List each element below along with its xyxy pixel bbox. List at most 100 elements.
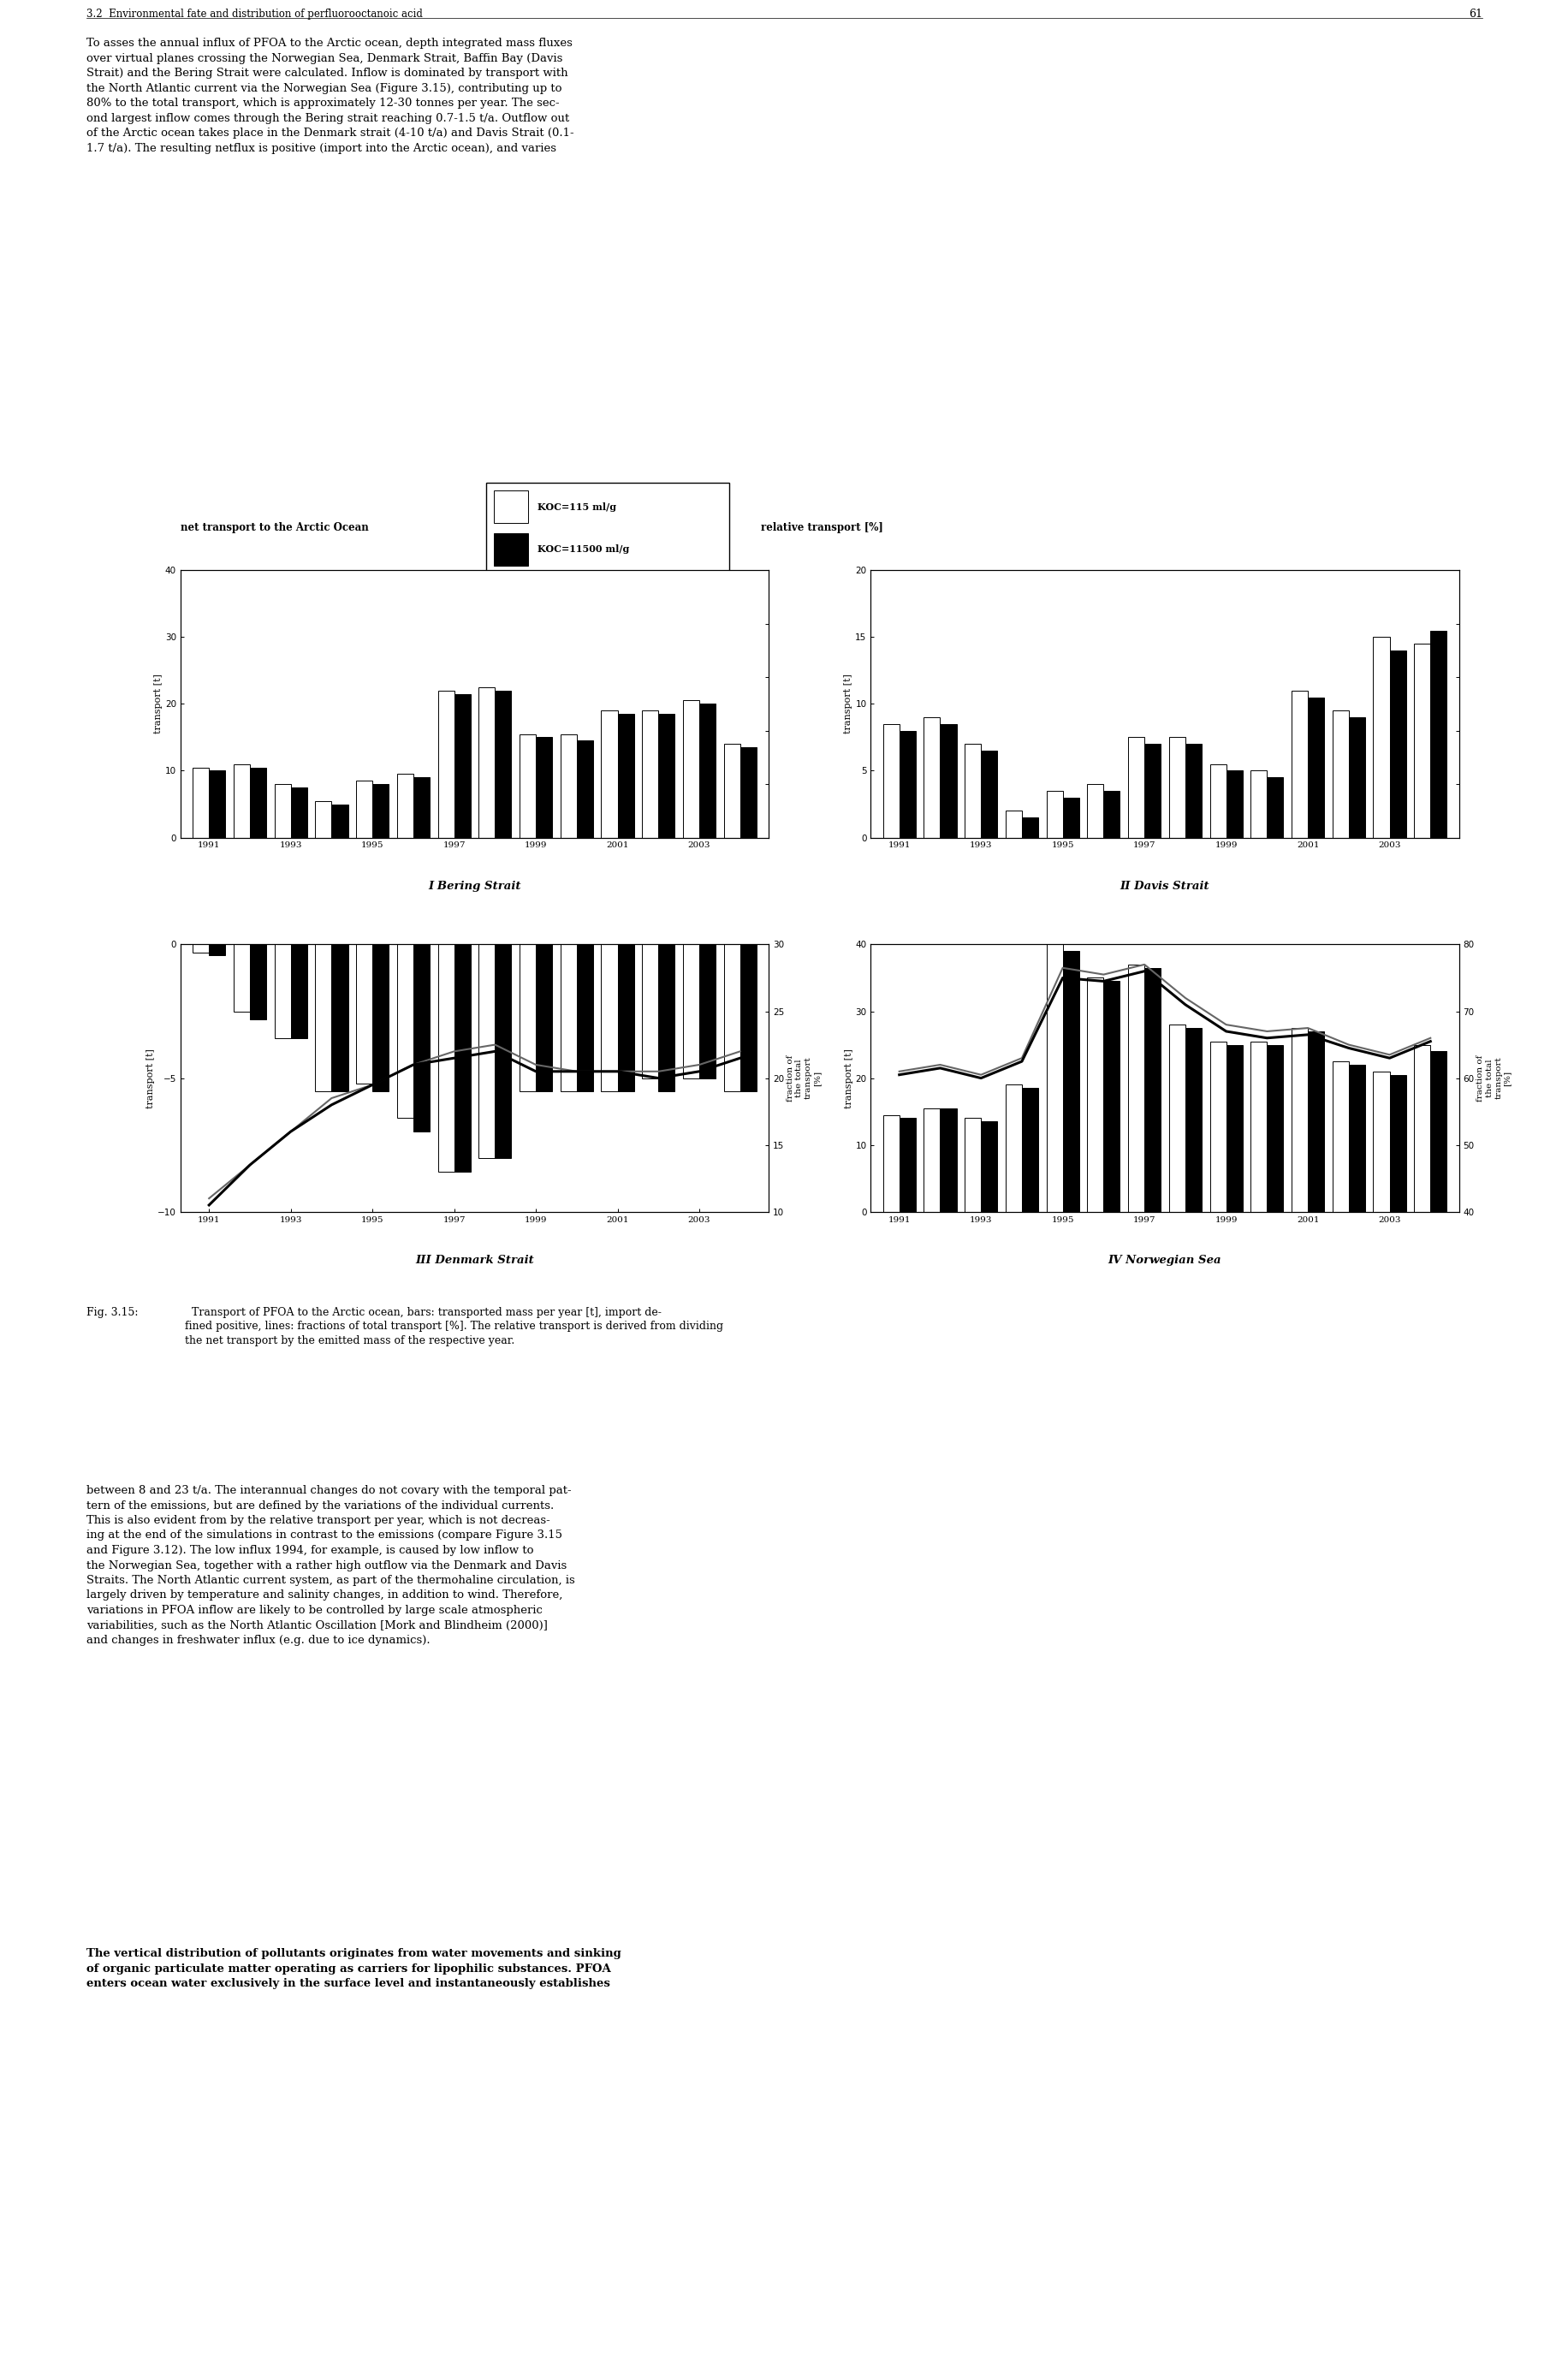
Bar xyxy=(964,744,980,836)
Bar xyxy=(577,943,593,1091)
Bar xyxy=(1290,691,1308,836)
Bar xyxy=(453,694,470,836)
Bar xyxy=(964,1119,980,1212)
Text: To asses the annual influx of PFOA to the Arctic ocean, depth integrated mass fl: To asses the annual influx of PFOA to th… xyxy=(86,38,574,154)
Bar xyxy=(234,943,249,1012)
Text: 61: 61 xyxy=(1468,10,1482,19)
Bar xyxy=(397,775,412,836)
Bar xyxy=(1372,637,1389,836)
Bar xyxy=(939,1107,956,1212)
Y-axis label: transport [t]: transport [t] xyxy=(146,1048,155,1107)
Bar xyxy=(1209,765,1226,836)
Bar xyxy=(274,784,290,836)
Bar xyxy=(372,784,389,836)
Bar xyxy=(1226,1045,1242,1212)
Bar xyxy=(1168,737,1185,836)
Bar xyxy=(1348,718,1364,836)
Bar xyxy=(1413,1045,1430,1212)
Bar xyxy=(723,744,740,836)
Bar xyxy=(659,713,674,836)
Text: III Denmark Strait: III Denmark Strait xyxy=(416,1255,533,1266)
Bar xyxy=(699,703,715,836)
Bar xyxy=(1308,696,1323,836)
Bar xyxy=(898,729,916,836)
Bar xyxy=(249,767,267,836)
Bar xyxy=(356,943,372,1083)
Bar xyxy=(315,943,331,1091)
Text: The vertical distribution of pollutants originates from water movements and sink: The vertical distribution of pollutants … xyxy=(86,1948,621,1989)
Bar xyxy=(924,718,939,836)
Bar xyxy=(1062,798,1079,836)
Text: between 8 and 23 t/a. The interannual changes do not covary with the temporal pa: between 8 and 23 t/a. The interannual ch… xyxy=(86,1485,574,1647)
Bar xyxy=(412,943,430,1131)
Bar xyxy=(412,777,430,836)
Bar xyxy=(641,943,659,1079)
Bar xyxy=(1250,770,1267,836)
Text: relative transport [%]: relative transport [%] xyxy=(760,523,883,532)
Bar xyxy=(682,943,699,1079)
Bar xyxy=(560,734,577,836)
Bar xyxy=(1290,1029,1308,1212)
Bar xyxy=(641,710,659,836)
Bar xyxy=(495,691,511,836)
Bar xyxy=(1046,943,1062,1212)
Bar xyxy=(740,943,756,1091)
Bar xyxy=(1413,644,1430,836)
Bar xyxy=(1372,1072,1389,1212)
Bar xyxy=(315,801,331,836)
Bar xyxy=(1087,979,1102,1212)
Bar xyxy=(193,767,209,836)
Bar xyxy=(1430,630,1446,836)
Text: I Bering Strait: I Bering Strait xyxy=(428,879,521,891)
Bar xyxy=(1046,791,1062,836)
Bar xyxy=(723,943,740,1091)
Bar xyxy=(980,751,997,836)
Y-axis label: fraction of
the total
transport
[%]: fraction of the total transport [%] xyxy=(786,1055,820,1102)
Bar xyxy=(1348,1064,1364,1212)
Bar xyxy=(193,943,209,953)
Bar xyxy=(274,943,290,1038)
Bar xyxy=(478,943,495,1159)
Y-axis label: fraction of
the total
transport
[%]: fraction of the total transport [%] xyxy=(1475,1055,1510,1102)
Bar xyxy=(437,691,453,836)
Bar xyxy=(1331,710,1348,836)
Bar xyxy=(290,943,307,1038)
Bar xyxy=(883,725,898,836)
Text: net transport to the Arctic Ocean: net transport to the Arctic Ocean xyxy=(180,523,368,532)
Text: 3.2  Environmental fate and distribution of perfluorooctanoic acid: 3.2 Environmental fate and distribution … xyxy=(86,10,422,19)
Text: KOC=11500 ml/g: KOC=11500 ml/g xyxy=(538,544,629,554)
Bar xyxy=(1127,737,1143,836)
Bar xyxy=(1308,1031,1323,1212)
Bar xyxy=(494,532,527,565)
Bar xyxy=(601,710,618,836)
Bar xyxy=(883,1114,898,1212)
Bar xyxy=(1143,744,1160,836)
Bar xyxy=(1185,1029,1201,1212)
Bar xyxy=(494,489,527,523)
Bar xyxy=(437,943,453,1171)
Bar xyxy=(1389,651,1405,836)
Bar xyxy=(924,1107,939,1212)
Bar xyxy=(1143,967,1160,1212)
Bar xyxy=(898,1119,916,1212)
Bar xyxy=(1005,810,1021,836)
Bar xyxy=(372,943,389,1091)
Bar xyxy=(1062,950,1079,1212)
Y-axis label: transport [t]: transport [t] xyxy=(154,675,163,734)
Bar xyxy=(980,1121,997,1212)
Bar xyxy=(331,803,348,836)
Bar xyxy=(1102,981,1120,1212)
Bar xyxy=(601,943,618,1091)
Bar xyxy=(519,943,536,1091)
Text: Transport of PFOA to the Arctic ocean, bars: transported mass per year [t], impo: Transport of PFOA to the Arctic ocean, b… xyxy=(185,1307,723,1347)
Bar xyxy=(1185,744,1201,836)
Bar xyxy=(1005,1086,1021,1212)
Bar xyxy=(1267,777,1283,836)
Bar xyxy=(1168,1024,1185,1212)
Bar xyxy=(1430,1050,1446,1212)
Text: Fig. 3.15:: Fig. 3.15: xyxy=(86,1307,138,1319)
Bar xyxy=(536,943,552,1091)
Bar xyxy=(659,943,674,1091)
Bar xyxy=(682,701,699,836)
Bar xyxy=(495,943,511,1159)
